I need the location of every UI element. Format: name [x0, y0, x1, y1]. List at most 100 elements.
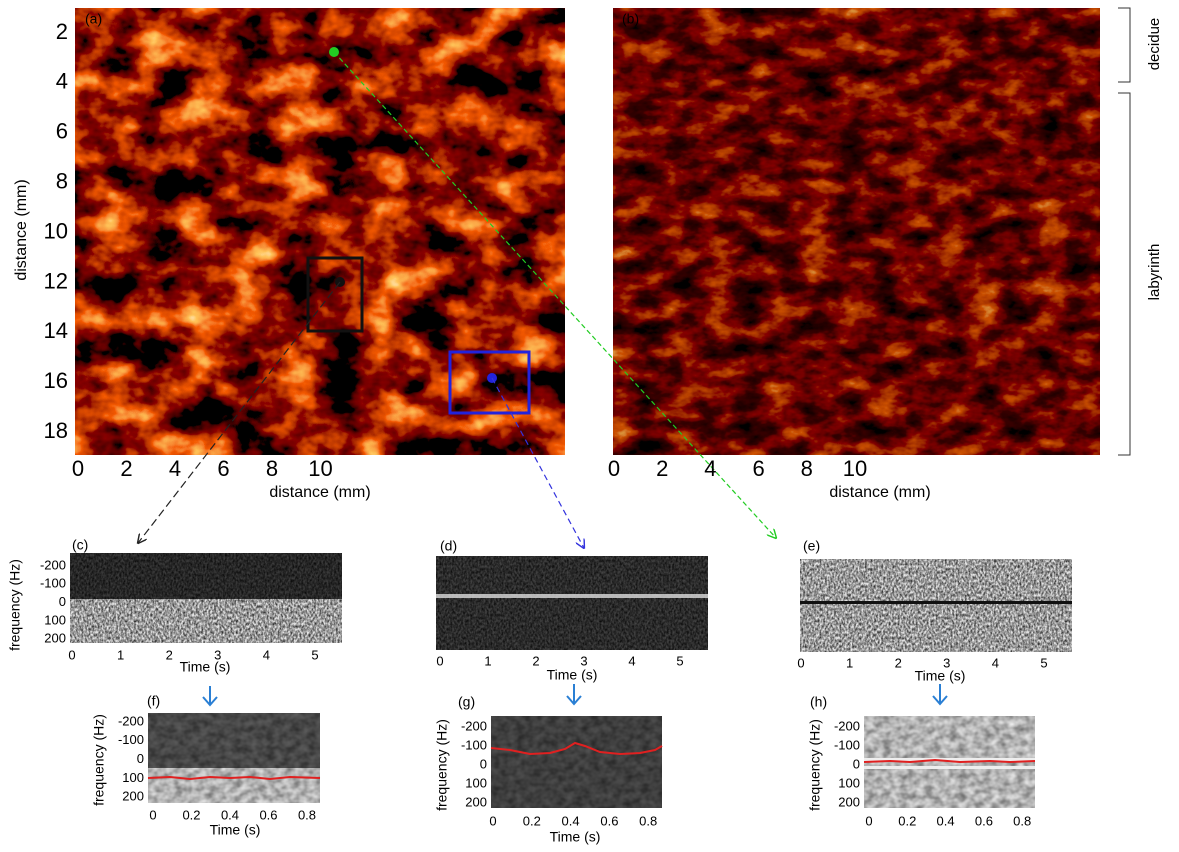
x-tick-label: 0.8 — [298, 807, 316, 822]
x-tick-label: 0 — [865, 813, 872, 828]
y-axis-label: frequency (Hz) — [91, 714, 107, 806]
y-axis-label: distance (mm) — [13, 179, 30, 280]
x-tick-label: 4 — [263, 647, 270, 662]
y-tick-label: 18 — [44, 418, 68, 443]
x-tick-label: 8 — [266, 456, 278, 481]
panel-label: (a) — [85, 11, 102, 27]
x-tick-label: 4 — [628, 653, 635, 668]
y-tick-label: 0 — [853, 756, 860, 771]
x-tick-label: 0.4 — [221, 807, 239, 822]
roi-black — [306, 256, 364, 333]
x-axis-label: Time (s) — [550, 829, 601, 845]
y-tick-label: -200 — [118, 713, 144, 728]
y-tick-label: 8 — [56, 169, 68, 194]
x-tick-label: 0.6 — [975, 813, 993, 828]
x-tick-label: 3 — [214, 647, 221, 662]
x-tick-label: 0.2 — [523, 813, 541, 828]
x-tick-label: 4 — [992, 655, 999, 670]
y-tick-label: -100 — [118, 732, 144, 747]
x-tick-label: 3 — [580, 653, 587, 668]
frequency-trace-g — [490, 741, 663, 756]
images — [70, 8, 1100, 808]
x-tick-label: 8 — [801, 456, 813, 481]
panel-label: (b) — [622, 11, 639, 27]
spectrogram-h-band2 — [864, 766, 1035, 769]
y-tick-label: 6 — [56, 119, 68, 144]
x-tick-label: 0 — [149, 807, 156, 822]
spectrogram-e-line — [800, 601, 1072, 604]
x-tick-label: 6 — [752, 456, 764, 481]
y-tick-label: 100 — [122, 770, 144, 785]
y-axis-label: frequency (Hz) — [7, 559, 23, 651]
x-tick-label: 10 — [308, 456, 332, 481]
panel-label: (e) — [803, 538, 820, 554]
y-axis-label: frequency (Hz) — [434, 719, 450, 811]
x-axis-label: Time (s) — [915, 668, 966, 684]
x-tick-label: 2 — [166, 647, 173, 662]
panel-label: (h) — [810, 694, 827, 710]
x-tick-label: 0.2 — [182, 807, 200, 822]
x-tick-label: 0.2 — [898, 813, 916, 828]
y-tick-label: 200 — [838, 794, 860, 809]
y-tick-label: 12 — [44, 268, 68, 293]
x-tick-label: 0.8 — [639, 813, 657, 828]
spectrogram-g-shade — [491, 716, 662, 808]
y-tick-label: 100 — [838, 775, 860, 790]
spectrogram-h-band — [864, 758, 1035, 761]
y-tick-label: -200 — [40, 557, 66, 572]
y-axis-label: frequency (Hz) — [807, 719, 823, 811]
x-tick-label: 0 — [608, 456, 620, 481]
spectrogram-d-band — [436, 594, 708, 598]
x-tick-label: 0.4 — [937, 813, 955, 828]
bracket-decidue — [1118, 7, 1131, 83]
x-tick-label: 0.6 — [600, 813, 618, 828]
x-tick-label: 0.8 — [1013, 813, 1031, 828]
doppler-texture-b — [613, 8, 1100, 455]
region-label: decidue — [1146, 18, 1163, 71]
x-tick-label: 2 — [895, 655, 902, 670]
spectrogram-f-shade — [148, 713, 320, 768]
x-tick-label: 0.6 — [259, 807, 277, 822]
x-tick-label: 10 — [843, 456, 867, 481]
panel-label: (d) — [440, 538, 457, 554]
arrow-blue — [491, 377, 584, 548]
y-tick-label: 0 — [480, 756, 487, 771]
y-tick-label: -200 — [461, 718, 487, 733]
y-tick-label: 100 — [465, 775, 487, 790]
y-tick-label: -100 — [40, 576, 66, 591]
annotations: decidue labyrinth — [138, 7, 1163, 707]
x-tick-label: 5 — [311, 647, 318, 662]
x-tick-label: 6 — [217, 456, 229, 481]
x-tick-label: 0 — [797, 655, 804, 670]
y-tick-label: 2 — [56, 19, 68, 44]
x-axis-label: distance (mm) — [829, 484, 930, 501]
y-tick-label: 0 — [59, 594, 66, 609]
x-tick-label: 1 — [846, 655, 853, 670]
y-tick-label: -100 — [461, 737, 487, 752]
x-tick-label: 1 — [117, 647, 124, 662]
y-tick-label: 14 — [44, 318, 68, 343]
down-arrows — [202, 684, 948, 707]
region-label: labyrinth — [1146, 244, 1163, 301]
arrow-black — [138, 281, 341, 543]
x-tick-label: 0 — [68, 647, 75, 662]
x-tick-label: 5 — [676, 653, 683, 668]
y-tick-label: 200 — [465, 794, 487, 809]
x-tick-label: 0 — [436, 653, 443, 668]
y-tick-label: 200 — [122, 789, 144, 804]
x-axis-label: Time (s) — [547, 667, 598, 683]
x-axis-label: Time (s) — [180, 659, 231, 675]
y-tick-label: -200 — [834, 718, 860, 733]
x-tick-label: 2 — [532, 653, 539, 668]
spectrogram-c-shade — [70, 553, 342, 599]
x-axis-label: Time (s) — [210, 822, 261, 838]
panel-label: (f) — [147, 693, 160, 709]
x-tick-label: 0.4 — [562, 813, 580, 828]
y-tick-label: 100 — [44, 612, 66, 627]
x-axis-label: distance (mm) — [269, 484, 370, 501]
x-tick-label: 4 — [704, 456, 716, 481]
x-tick-label: 0 — [489, 813, 496, 828]
roi-blue — [448, 350, 531, 415]
panel-label: (c) — [72, 537, 88, 553]
x-tick-label: 4 — [169, 456, 181, 481]
